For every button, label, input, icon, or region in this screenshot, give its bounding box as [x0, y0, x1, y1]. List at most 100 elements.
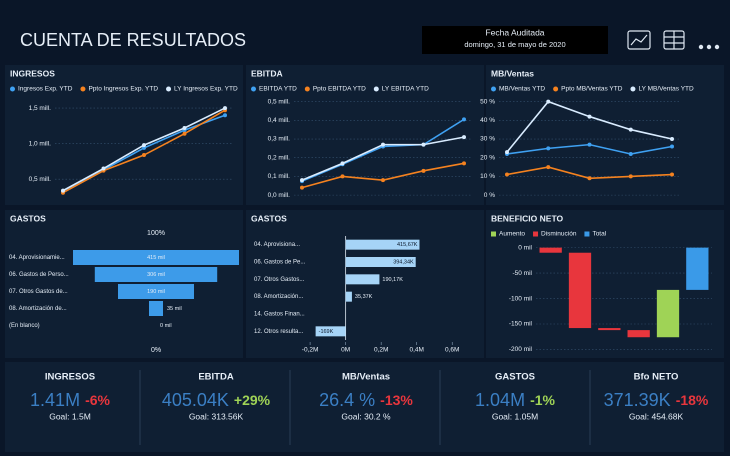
- kpi-goal: Goal: 313.56K: [189, 411, 244, 421]
- y-tick-label: -150 mil: [509, 321, 533, 328]
- series-point: [670, 137, 674, 142]
- y-tick-label: 0,3 mill.: [268, 136, 291, 143]
- legend-swatch: [80, 86, 86, 92]
- y-tick-label: 50 %: [480, 98, 495, 105]
- kpi-panel: [5, 362, 724, 452]
- kpi-goal: Goal: 454.68K: [629, 411, 684, 421]
- category-label: 04. Aprovisionamie...: [9, 255, 65, 261]
- funnel-bottom-label: 0%: [151, 347, 161, 354]
- bar: [345, 274, 380, 285]
- panel-title: GASTOS: [10, 213, 46, 223]
- panel-title: EBITDA: [251, 68, 283, 78]
- bar: [345, 239, 420, 250]
- series-point: [142, 153, 146, 158]
- kpi-value-line: 26.4 % -13%: [319, 390, 413, 410]
- legend-label: Ppto EBITDA YTD: [313, 86, 366, 93]
- panel-title: BENEFICIO NETO: [491, 213, 563, 223]
- kpi-title: Bfo NETO: [634, 372, 679, 383]
- y-tick-label: 0,5 mill.: [29, 176, 52, 183]
- legend-label: MB/Ventas YTD: [499, 86, 545, 93]
- kpi-delta: +29%: [234, 392, 271, 408]
- value-label: 306 mil: [147, 272, 165, 278]
- waterfall-bar: [627, 330, 650, 338]
- funnel-bar: [118, 284, 194, 299]
- y-tick-label: 0,4 mill.: [268, 117, 291, 124]
- series-point: [546, 165, 551, 170]
- category-label: 04. Aprovisiona...: [254, 242, 300, 248]
- category-label: (En blanco): [9, 323, 40, 329]
- value-label: -169K: [319, 329, 334, 335]
- waterfall-bar: [568, 252, 592, 329]
- y-tick-label: -200 mil: [509, 346, 533, 353]
- panel: [486, 210, 724, 358]
- funnel-bar: [94, 267, 218, 282]
- kpi-value-line: 371.39K -18%: [604, 390, 709, 410]
- series-point: [182, 131, 187, 136]
- legend-label: Aumento: [499, 231, 525, 238]
- kpi-delta: -18%: [676, 392, 709, 408]
- legend-swatch: [491, 86, 496, 92]
- category-label: 12. Otros resulta...: [254, 329, 304, 335]
- series-point: [587, 176, 592, 181]
- kpi-delta: -1%: [530, 392, 555, 408]
- legend-label: Ppto MB/Ventas YTD: [561, 86, 623, 93]
- panel: [486, 65, 724, 205]
- panel: [246, 65, 484, 205]
- category-label: 06. Gastos de Pe...: [254, 260, 306, 266]
- y-tick-label: 1,5 mill.: [29, 105, 52, 112]
- legend-label: LY EBITDA YTD: [382, 86, 429, 93]
- x-tick-label: 0M: [341, 347, 350, 354]
- panel: [5, 65, 243, 205]
- series-point: [546, 146, 551, 151]
- legend-swatch: [553, 86, 559, 92]
- series-point: [421, 168, 426, 173]
- y-tick-label: 0,2 mill.: [268, 154, 291, 161]
- legend-label: Ppto Ingresos Exp. YTD: [88, 86, 158, 93]
- waterfall-bar: [686, 247, 709, 290]
- series-point: [142, 145, 146, 150]
- legend-swatch: [491, 231, 496, 237]
- page-title: CUENTA DE RESULTADOS: [20, 30, 246, 50]
- icon-chart[interactable]: [627, 30, 651, 50]
- kpi-value: 405.04K: [162, 390, 229, 410]
- bar: [345, 257, 416, 267]
- series-point: [628, 151, 633, 156]
- y-tick-label: 0,1 mill.: [268, 173, 291, 180]
- y-tick-label: 30 %: [480, 136, 495, 143]
- bar: [345, 291, 352, 302]
- series-point: [505, 172, 509, 177]
- legend-swatch: [166, 86, 172, 92]
- icon-table[interactable]: [663, 30, 685, 50]
- x-tick-label: 0,2M: [374, 347, 388, 354]
- kpi-value: 1.04M: [475, 390, 525, 410]
- kpi-value-line: 405.04K +29%: [162, 390, 271, 410]
- y-tick-label: 20 %: [480, 154, 495, 161]
- kpi-title: INGRESOS: [45, 372, 95, 383]
- category-label: 14. Gastos Finan...: [254, 312, 305, 318]
- kpi-value: 371.39K: [604, 390, 671, 410]
- legend-label: EBITDA YTD: [259, 86, 297, 93]
- legend-label: Ingresos Exp. YTD: [18, 86, 73, 93]
- legend-label: Total: [592, 231, 606, 238]
- series-point: [670, 172, 674, 177]
- icon-more[interactable]: [698, 44, 720, 50]
- value-label: 190 mil: [147, 289, 165, 295]
- panel-title: MB/Ventas: [491, 68, 534, 78]
- value-label: 0 mil: [160, 323, 172, 329]
- series-point: [340, 161, 345, 166]
- legend-swatch: [304, 86, 310, 92]
- series-point: [223, 106, 227, 111]
- kpi-goal: Goal: 1.5M: [49, 411, 91, 421]
- x-tick-label: 0,6M: [445, 347, 459, 354]
- funnel-top-label: 100%: [147, 230, 165, 237]
- waterfall-bar: [598, 328, 621, 331]
- series-point: [670, 144, 674, 149]
- series-point: [381, 178, 385, 183]
- category-label: 08. Amortización de...: [9, 306, 67, 312]
- y-tick-label: 0 mil: [518, 244, 532, 251]
- legend-label: Disminución: [541, 231, 577, 238]
- y-tick-label: 0,5 mill.: [268, 98, 291, 105]
- series-point: [462, 117, 466, 122]
- date-box: [422, 26, 608, 54]
